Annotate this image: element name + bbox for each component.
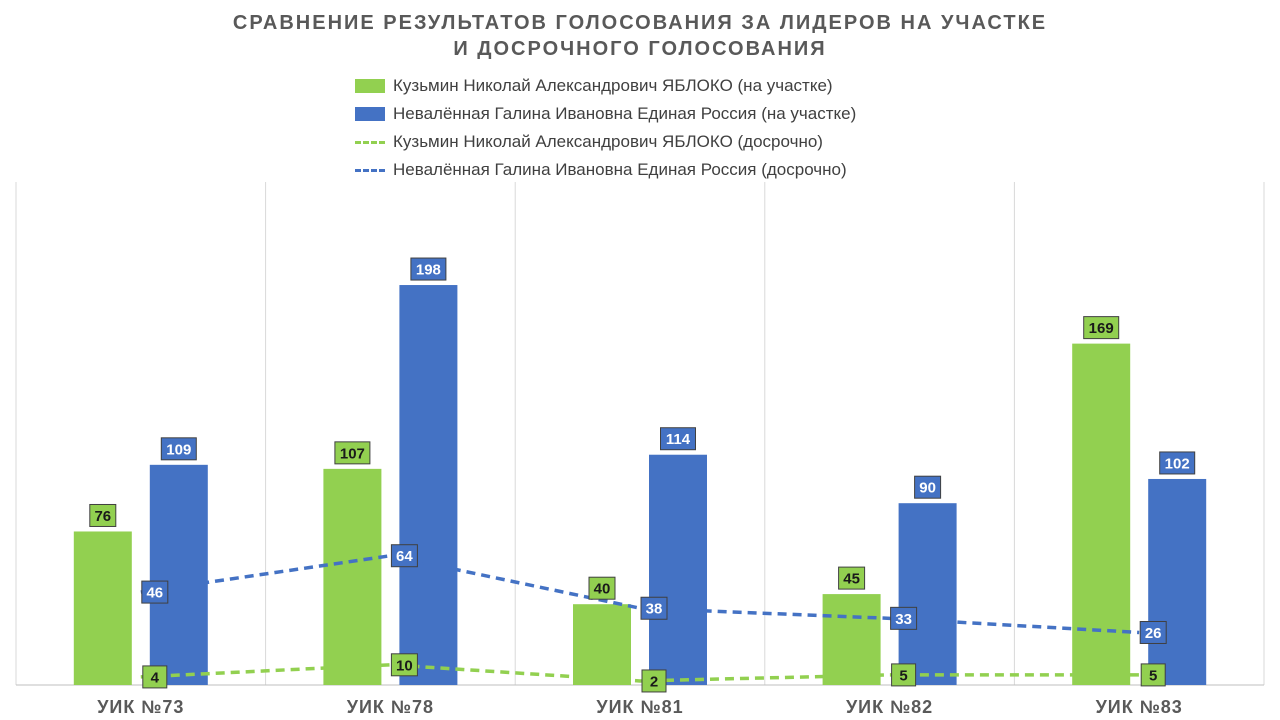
legend-item-green-bar: Кузьмин Николай Александрович ЯБЛОКО (на…: [355, 72, 856, 100]
bar-blue: [399, 285, 458, 685]
bar-blue: [898, 503, 957, 685]
legend-label: Невалённая Галина Ивановна Единая Россия…: [393, 104, 857, 123]
legend-swatch-green-dash: [355, 140, 385, 144]
legend-item-blue-bar: Невалённая Галина Ивановна Единая Россия…: [355, 100, 856, 128]
data-label-line-green: 5: [1149, 667, 1157, 684]
data-label-bar-green-box: [588, 576, 616, 600]
legend-item-green-line: Кузьмин Николай Александрович ЯБЛОКО (до…: [355, 128, 856, 156]
bar-blue: [149, 464, 208, 685]
legend-label: Кузьмин Николай Александрович ЯБЛОКО (до…: [393, 132, 823, 151]
series-line-blue: [140, 553, 1140, 635]
data-label-bar-blue: 198: [416, 262, 441, 279]
data-label-line-blue: 33: [895, 611, 912, 628]
data-label-bar-blue: 90: [919, 480, 936, 497]
legend-swatch-green-bar: [355, 79, 385, 93]
legend-label: Невалённая Галина Ивановна Единая Россия…: [393, 160, 847, 179]
bar-green: [822, 594, 881, 685]
legend-item-blue-line: Невалённая Галина Ивановна Единая Россия…: [355, 156, 856, 184]
data-label-line-green: 10: [396, 657, 413, 674]
data-label-bar-blue-box: [660, 427, 696, 451]
data-label-line-blue-box: [1139, 620, 1167, 644]
data-label-bar-green-box: [838, 566, 866, 590]
data-label-line-green: 2: [650, 673, 658, 690]
data-label-line-blue: 46: [146, 585, 163, 602]
data-label-bar-blue-box: [1159, 451, 1196, 475]
data-label-line-blue: 64: [396, 548, 413, 565]
legend-label: Кузьмин Николай Александрович ЯБЛОКО (на…: [393, 76, 833, 95]
data-label-line-green-box: [142, 665, 168, 689]
data-label-line-green-box: [641, 669, 667, 693]
bar-blue: [1148, 478, 1207, 685]
x-tick-label: УИК №78: [347, 697, 434, 717]
data-label-bar-blue-box: [160, 437, 197, 461]
data-label-line-blue: 26: [1145, 625, 1162, 642]
x-tick-label: УИК №82: [846, 697, 933, 717]
data-label-bar-blue-box: [410, 257, 447, 281]
bar-green: [73, 531, 132, 685]
chart-title-line-1: СРАВНЕНИЕ РЕЗУЛЬТАТОВ ГОЛОСОВАНИЯ ЗА ЛИД…: [232, 12, 1048, 34]
data-label-bar-green: 40: [594, 581, 611, 598]
data-label-line-blue: 38: [646, 601, 663, 618]
data-label-line-blue-box: [141, 580, 169, 604]
data-label-line-green-box: [390, 653, 418, 677]
chart-title: СРАВНЕНИЕ РЕЗУЛЬТАТОВ ГОЛОСОВАНИЯ ЗА ЛИД…: [0, 10, 1280, 62]
data-label-line-green-box: [1140, 663, 1166, 687]
data-label-bar-green: 169: [1089, 320, 1114, 337]
data-label-bar-green: 76: [94, 508, 111, 525]
data-label-line-green-box: [891, 663, 917, 687]
x-tick-label: УИК №81: [596, 697, 683, 717]
chart-title-line-2: И ДОСРОЧНОГО ГОЛОСОВАНИЯ: [453, 38, 827, 60]
data-label-bar-blue-box: [914, 475, 942, 499]
data-label-bar-green: 45: [843, 571, 860, 588]
data-label-line-green: 5: [899, 667, 907, 684]
data-label-bar-blue: 109: [166, 441, 191, 458]
data-label-bar-blue: 102: [1165, 455, 1190, 472]
legend-swatch-blue-bar: [355, 107, 385, 121]
series-line-green: [140, 663, 1140, 683]
bar-green: [1072, 343, 1131, 685]
data-label-bar-blue: 114: [666, 431, 691, 448]
legend: Кузьмин Николай Александрович ЯБЛОКО (на…: [355, 72, 856, 184]
x-tick-label: УИК №83: [1096, 697, 1183, 717]
data-label-bar-green-box: [334, 441, 371, 465]
data-label-bar-green-box: [89, 503, 117, 527]
data-label-line-green: 4: [151, 669, 160, 686]
bar-green: [323, 468, 382, 685]
data-label-line-blue-box: [890, 606, 918, 630]
legend-swatch-blue-dash: [355, 168, 385, 172]
data-label-bar-green-box: [1083, 316, 1120, 340]
data-label-line-blue-box: [390, 544, 418, 568]
data-label-line-blue-box: [640, 596, 668, 620]
data-label-bar-green: 107: [340, 445, 365, 462]
x-tick-label: УИК №73: [97, 697, 184, 717]
bar-green: [573, 604, 631, 685]
bar-blue: [649, 454, 707, 685]
